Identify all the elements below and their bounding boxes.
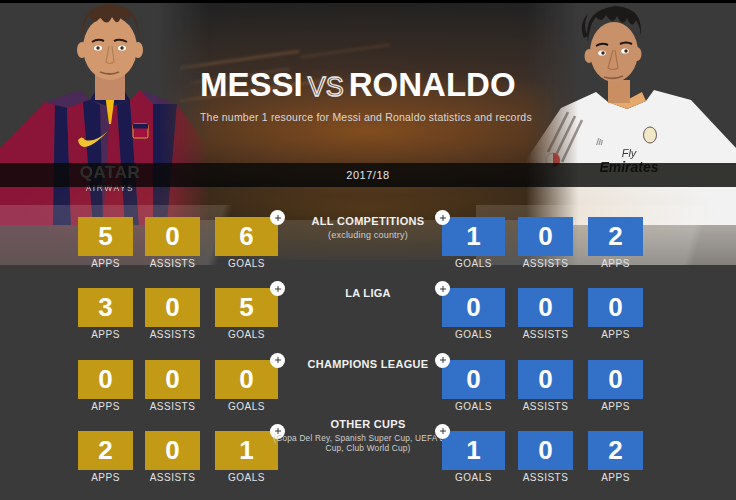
svg-text:Fly: Fly xyxy=(622,147,638,159)
